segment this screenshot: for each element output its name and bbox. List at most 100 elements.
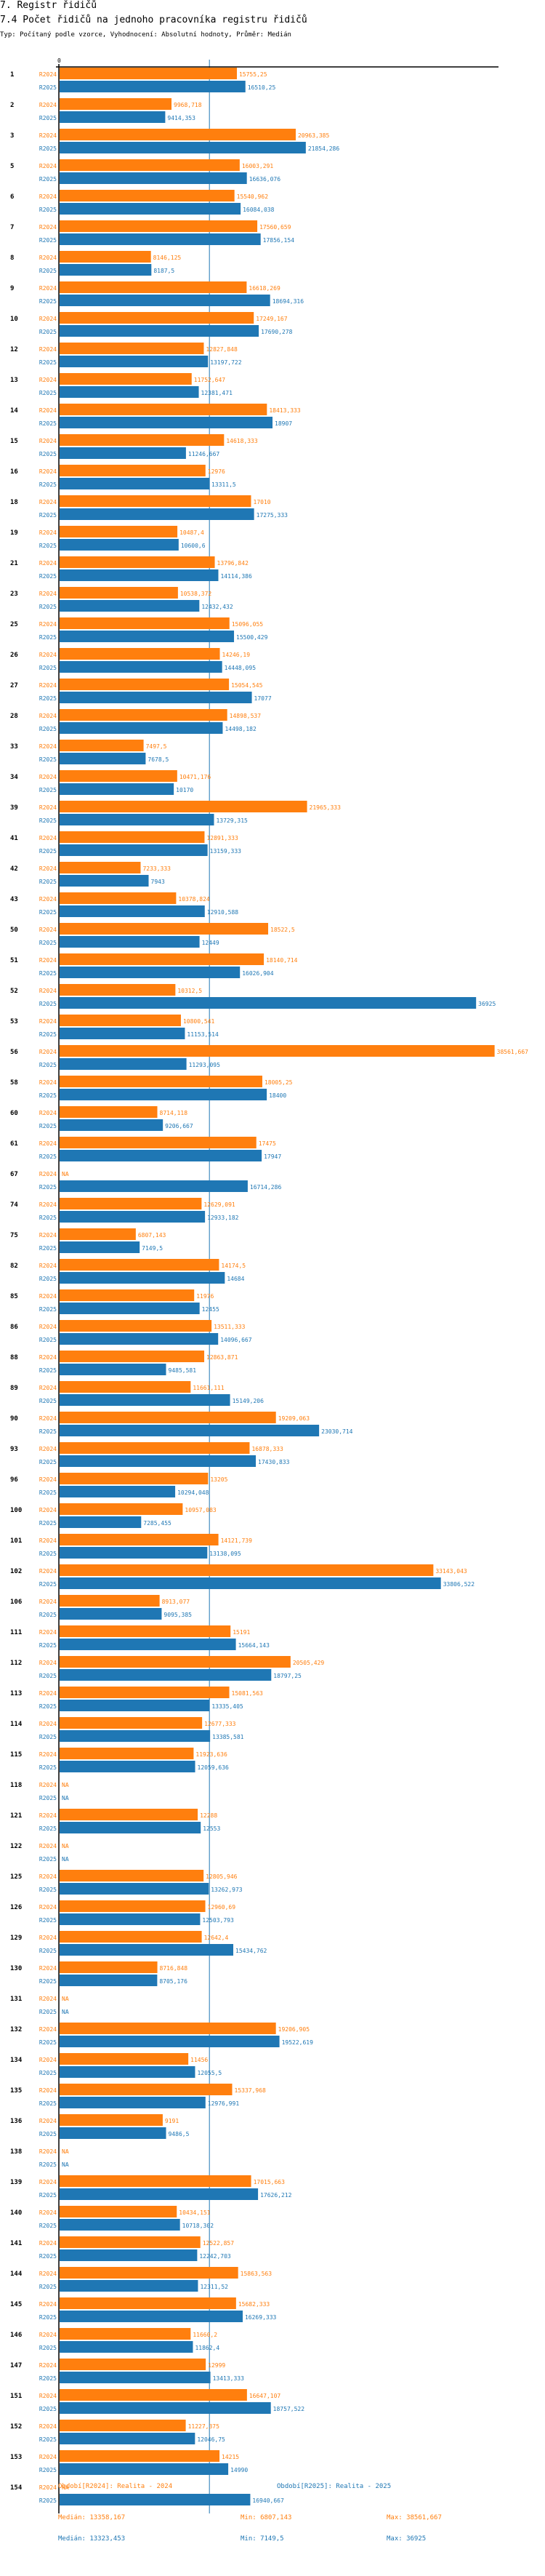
series-label-r2024: R2024 — [39, 1171, 57, 1177]
bar-r2024 — [60, 404, 267, 415]
series-label-r2025: R2025 — [39, 1612, 57, 1618]
category-label: 154 — [10, 2484, 23, 2492]
series-label-r2025: R2025 — [39, 2345, 57, 2351]
data-label-r2025: 9486,5 — [169, 2131, 190, 2137]
data-label-r2024: 33143,043 — [435, 1568, 467, 1575]
data-label-r2024: 10487,4 — [179, 529, 204, 536]
series-label-r2024: R2024 — [39, 1446, 57, 1452]
series-label-r2024: R2024 — [39, 1751, 57, 1758]
data-label-r2025: 21854,286 — [308, 145, 340, 152]
data-label-r2024: NA — [62, 2484, 69, 2491]
data-label-r2024: 18005,25 — [265, 1079, 293, 1086]
series-label-r2024: R2024 — [39, 2209, 57, 2216]
data-label-r2024: 9191 — [165, 2118, 179, 2124]
bar-r2024 — [60, 2420, 186, 2431]
series-label-r2024: R2024 — [39, 1812, 57, 1819]
bar-r2025 — [60, 1425, 320, 1436]
bar-r2024 — [60, 2267, 238, 2279]
data-label-r2024: 9968,718 — [174, 102, 202, 108]
data-label-r2025: 10718,302 — [182, 2223, 214, 2229]
category-label: 41 — [10, 835, 18, 842]
series-label-r2024: R2024 — [39, 529, 57, 536]
data-label-r2025: 12976,991 — [208, 2100, 240, 2107]
category-label: 23 — [10, 591, 18, 598]
bar-r2025 — [60, 2402, 271, 2414]
data-label-r2024: 17475 — [259, 1140, 276, 1147]
data-label-r2024: 16618,269 — [249, 285, 280, 292]
bar-r2024 — [60, 1809, 198, 1820]
median-r2025: Medián: 13323,453 — [58, 2535, 126, 2543]
category-label: 12 — [10, 346, 18, 353]
series-label-r2025: R2025 — [39, 634, 57, 641]
category-label: 152 — [10, 2423, 22, 2431]
bar-r2025 — [60, 967, 241, 978]
bar-r2024 — [60, 1961, 158, 1973]
data-label-r2024: 17010 — [254, 499, 271, 505]
data-label-r2024: 10471,176 — [179, 774, 211, 780]
bar-r2025 — [60, 1241, 140, 1253]
series-label-r2025: R2025 — [39, 1734, 57, 1740]
series-label-r2024: R2024 — [39, 1629, 57, 1636]
bar-r2025 — [60, 172, 247, 184]
data-label-r2024: 7233,333 — [142, 865, 171, 872]
series-label-r2025: R2025 — [39, 1337, 57, 1343]
data-label-r2025: 9206,667 — [165, 1123, 193, 1129]
bar-r2024 — [60, 1289, 195, 1301]
series-label-r2024: R2024 — [39, 407, 57, 414]
median-r2024: Medián: 13358,167 — [58, 2514, 126, 2521]
category-label: 10 — [10, 316, 18, 323]
min-r2024: Min: 6807,143 — [241, 2514, 292, 2521]
series-label-r2025: R2025 — [39, 2436, 57, 2443]
category-label: 58 — [10, 1079, 18, 1087]
series-label-r2024: R2024 — [39, 2301, 57, 2308]
category-label: 43 — [10, 896, 18, 903]
category-label: 89 — [10, 1385, 18, 1392]
series-label-r2025: R2025 — [39, 543, 57, 549]
data-label-r2024: 17560,659 — [259, 224, 291, 231]
bar-r2025 — [60, 2188, 259, 2200]
category-label: 130 — [10, 1965, 22, 1972]
bar-r2024 — [60, 2236, 201, 2248]
data-label-r2024: 15682,333 — [238, 2301, 270, 2308]
category-label: 88 — [10, 1354, 18, 1361]
bar-r2024 — [60, 1717, 203, 1729]
data-label-r2025: 12933,182 — [207, 1215, 239, 1221]
data-label-r2024: 13511,333 — [214, 1324, 246, 1330]
bar-r2024 — [60, 1687, 230, 1698]
series-label-r2025: R2025 — [39, 420, 57, 427]
bar-r2025 — [60, 1333, 219, 1345]
bar-r2025 — [60, 844, 208, 856]
series-label-r2024: R2024 — [39, 1537, 57, 1544]
series-label-r2025: R2025 — [39, 1276, 57, 1282]
bar-r2025 — [60, 478, 209, 489]
data-label-r2024: 12976 — [208, 468, 225, 475]
series-label-r2025: R2025 — [39, 1551, 57, 1557]
series-label-r2024: R2024 — [39, 804, 57, 811]
series-label-r2024: R2024 — [39, 621, 57, 628]
series-label-r2024: R2024 — [39, 71, 57, 78]
bar-r2024 — [60, 648, 220, 660]
data-label-r2024: 16878,333 — [251, 1446, 283, 1452]
series-label-r2025: R2025 — [39, 970, 57, 977]
section-title: 7. Registr řidičů — [0, 0, 97, 11]
data-label-r2024: 15081,563 — [232, 1690, 264, 1697]
bar-r2025 — [60, 2280, 198, 2292]
bar-r2024 — [60, 312, 254, 324]
category-label: 19 — [10, 529, 18, 537]
data-label-r2025: 9095,385 — [164, 1612, 192, 1618]
series-label-r2024: R2024 — [39, 224, 57, 231]
data-label-r2024: 7497,5 — [146, 743, 167, 750]
data-label-r2024: 14618,333 — [226, 438, 258, 444]
bar-r2025 — [60, 1883, 209, 1895]
bar-r2025 — [60, 2372, 211, 2383]
bar-r2024 — [60, 495, 251, 507]
bar-r2025 — [60, 417, 273, 428]
data-label-r2024: 11660,2 — [193, 2332, 217, 2338]
series-label-r2024: R2024 — [39, 2118, 57, 2124]
category-label: 140 — [10, 2209, 22, 2217]
series-label-r2024: R2024 — [39, 2332, 57, 2338]
series-label-r2025: R2025 — [39, 1917, 57, 1924]
bar-r2025 — [60, 1547, 208, 1559]
bar-r2024 — [60, 1015, 181, 1026]
bar-r2024 — [60, 2328, 191, 2340]
